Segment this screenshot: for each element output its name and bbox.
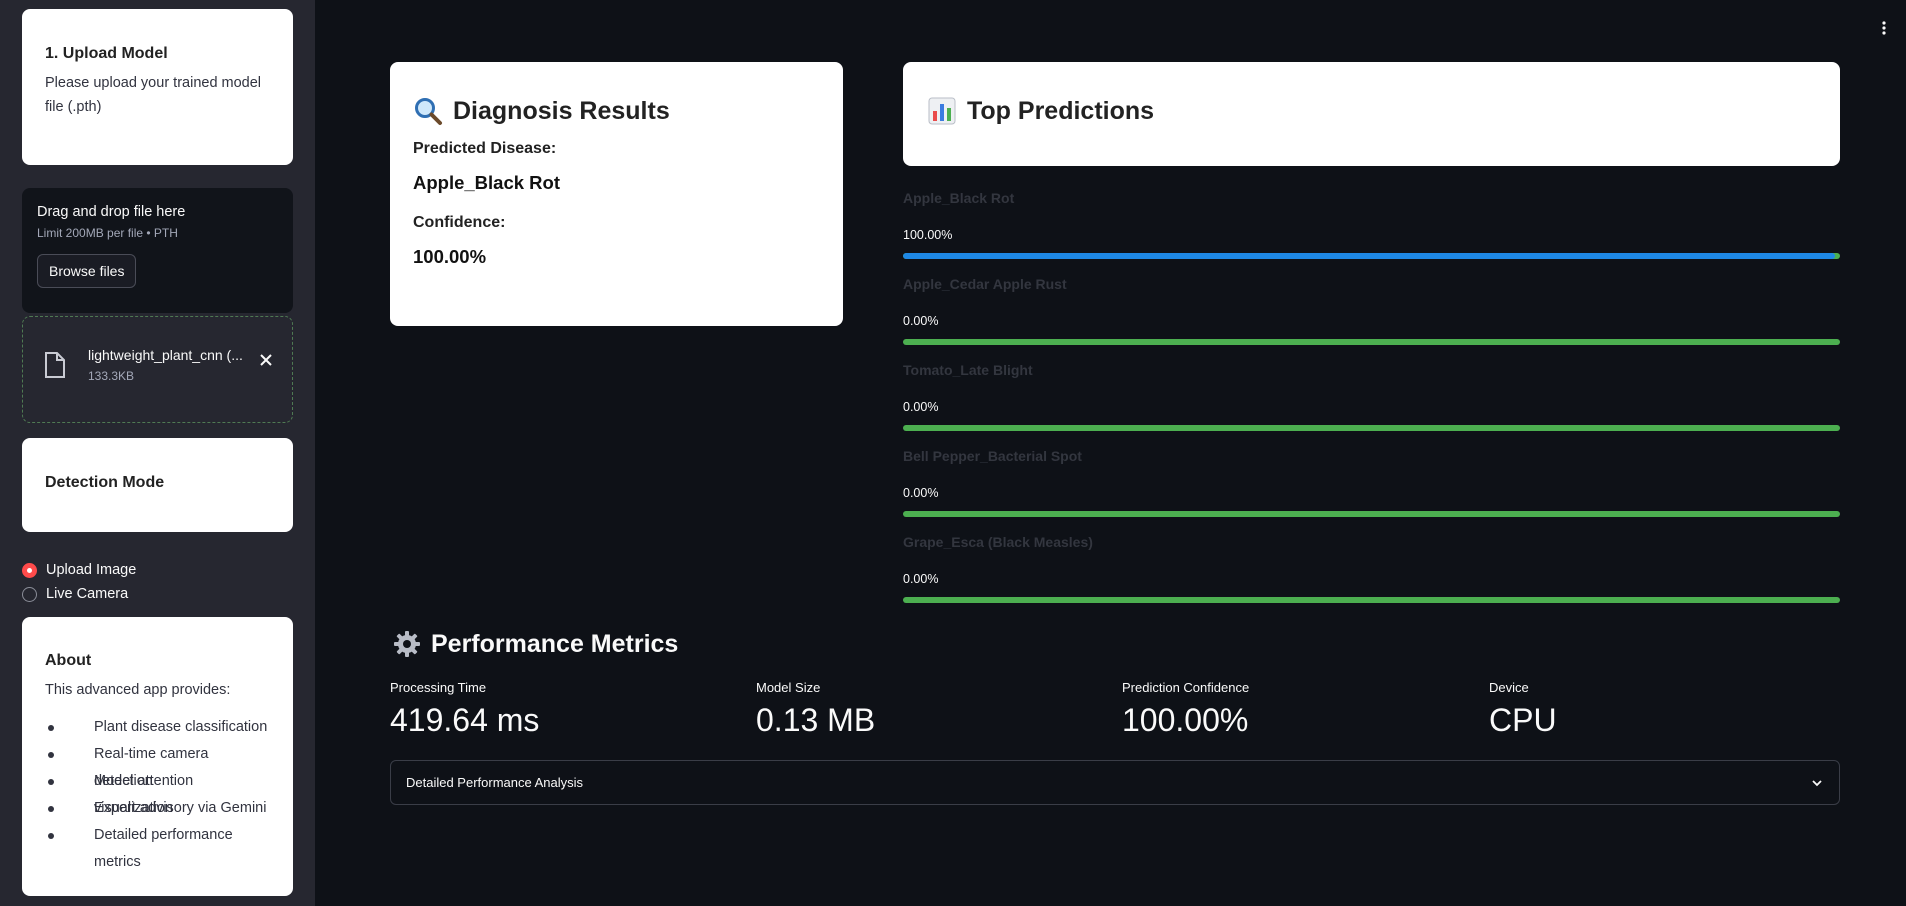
prediction-item: Tomato_Late Blight 0.00% <box>903 362 1840 448</box>
confidence-label: Confidence: <box>413 214 506 231</box>
prediction-name: Bell Pepper_Bacterial Spot <box>903 448 1082 464</box>
chevron-down-icon <box>1812 779 1822 786</box>
list-item: Detailed performance metrics <box>45 822 270 870</box>
detection-mode-radio-group: Upload Image Live Camera <box>22 558 136 606</box>
prediction-name: Apple_Black Rot <box>903 190 1015 206</box>
list-item: Real-time camera detection <box>45 741 270 789</box>
metric-label: Prediction Confidence <box>1122 680 1250 695</box>
about-card: About This advanced app provides: Plant … <box>22 617 293 896</box>
metric-value: CPU <box>1489 702 1557 738</box>
performance-analysis-expander[interactable]: Detailed Performance Analysis <box>390 760 1840 805</box>
prediction-percent: 100.00% <box>903 228 953 242</box>
upload-model-card: 1. Upload Model Please upload your train… <box>22 9 293 165</box>
metric-label: Processing Time <box>390 680 487 695</box>
predicted-disease-label: Predicted Disease: <box>413 140 557 157</box>
upload-model-title: 1. Upload Model <box>45 45 168 62</box>
prediction-item: Bell Pepper_Bacterial Spot 0.00% <box>903 448 1840 534</box>
list-item: Expert advisory via Gemini <box>45 795 270 822</box>
file-icon <box>45 352 65 378</box>
prediction-percent: 0.00% <box>903 400 939 414</box>
predicted-disease-value: Apple_Black Rot <box>413 172 561 193</box>
diagnosis-title: Diagnosis Results <box>453 96 670 125</box>
prediction-progress-fill <box>903 253 1836 259</box>
confidence-value: 100.00% <box>413 246 487 267</box>
metric-model-size: Model Size 0.13 MB <box>756 680 875 739</box>
prediction-name: Apple_Cedar Apple Rust <box>903 276 1067 292</box>
bar-chart-icon <box>928 97 956 125</box>
uploaded-file-size: 133.3KB <box>88 369 135 383</box>
detection-mode-card: Detection Mode <box>22 438 293 532</box>
radio-unselected-icon[interactable] <box>22 586 37 602</box>
top-predictions-heading: Top Predictions <box>927 96 1817 126</box>
metric-processing-time: Processing Time 419.64 ms <box>390 680 539 739</box>
about-title: About <box>45 652 92 669</box>
dropzone-title: Drag and drop file here <box>37 204 186 220</box>
sidebar: 1. Upload Model Please upload your train… <box>0 0 315 906</box>
list-item: Plant disease classification <box>45 714 270 741</box>
radio-upload-image-label: Upload Image <box>46 562 137 578</box>
prediction-item: Apple_Cedar Apple Rust 0.00% <box>903 276 1840 362</box>
prediction-name: Grape_Esca (Black Measles) <box>903 534 1093 550</box>
browse-files-button[interactable]: Browse files <box>37 254 137 288</box>
about-intro: This advanced app provides: <box>45 682 231 698</box>
prediction-item: Grape_Esca (Black Measles) 0.00% <box>903 534 1840 620</box>
metric-label: Model Size <box>756 680 821 695</box>
top-predictions-card: Top Predictions <box>903 62 1840 166</box>
prediction-progress-bar <box>903 339 1840 345</box>
about-feature-list: Plant disease classification Real-time c… <box>45 714 270 870</box>
prediction-progress-bar <box>903 425 1840 431</box>
prediction-name: Tomato_Late Blight <box>903 362 1033 378</box>
prediction-percent: 0.00% <box>903 486 939 500</box>
detection-mode-title: Detection Mode <box>45 474 165 491</box>
uploaded-file-name: lightweight_plant_cnn (... <box>88 347 243 363</box>
more-menu-icon[interactable] <box>1880 20 1888 36</box>
radio-upload-image[interactable]: Upload Image <box>22 558 136 582</box>
prediction-item: Apple_Black Rot 100.00% <box>903 190 1840 276</box>
prediction-percent: 0.00% <box>903 314 939 328</box>
metric-label: Device <box>1489 680 1529 695</box>
diagnosis-heading: Diagnosis Results <box>413 96 820 126</box>
radio-selected-icon[interactable] <box>22 562 37 578</box>
metric-device: Device CPU <box>1489 680 1557 739</box>
prediction-progress-bar <box>903 511 1840 517</box>
magnifier-icon <box>415 98 442 125</box>
radio-live-camera[interactable]: Live Camera <box>22 582 136 606</box>
performance-metrics-row: Processing Time 419.64 ms Model Size 0.1… <box>390 680 1856 740</box>
top-predictions-title: Top Predictions <box>967 96 1155 125</box>
expander-label: Detailed Performance Analysis <box>406 775 584 790</box>
performance-heading: Performance Metrics <box>392 629 678 659</box>
metric-prediction-confidence: Prediction Confidence 100.00% <box>1122 680 1249 739</box>
metric-value: 419.64 ms <box>390 702 540 738</box>
prediction-progress-bar <box>903 597 1840 603</box>
file-dropzone[interactable]: Drag and drop file here Limit 200MB per … <box>22 188 293 313</box>
radio-live-camera-label: Live Camera <box>46 586 129 602</box>
gear-icon <box>394 631 420 657</box>
prediction-list: Apple_Black Rot 100.00% Apple_Cedar Appl… <box>903 190 1840 620</box>
dropzone-limit: Limit 200MB per file • PTH <box>37 226 178 240</box>
metric-value: 0.13 MB <box>756 702 876 738</box>
prediction-progress-bar <box>903 253 1840 259</box>
metric-value: 100.00% <box>1122 702 1249 738</box>
prediction-percent: 0.00% <box>903 572 939 586</box>
upload-model-text: Please upload your trained model file (.… <box>45 75 262 115</box>
uploaded-file-item: lightweight_plant_cnn (... 133.3KB <box>22 316 293 423</box>
performance-title: Performance Metrics <box>431 629 679 658</box>
close-icon[interactable] <box>259 353 273 367</box>
diagnosis-results-card: Diagnosis Results Predicted Disease: App… <box>390 62 843 326</box>
list-item: Model attention visualization <box>45 768 270 816</box>
